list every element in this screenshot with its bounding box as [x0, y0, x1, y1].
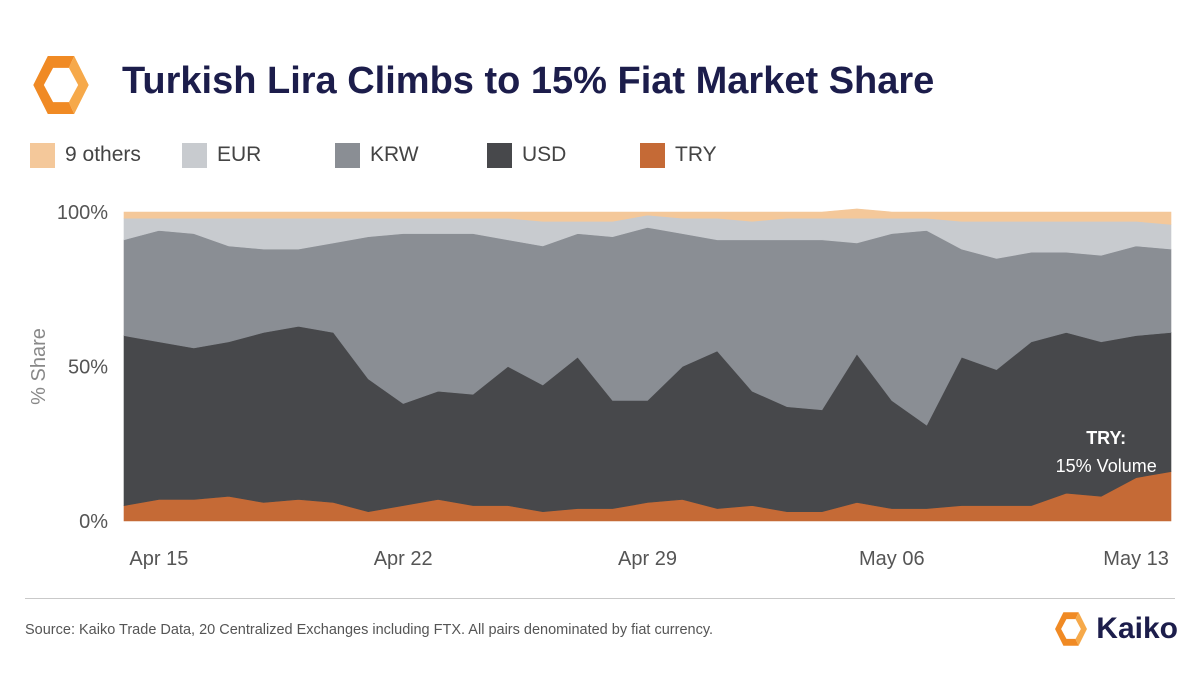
footer-brand: Kaiko — [1052, 610, 1178, 648]
legend-swatch-try — [640, 142, 665, 168]
y-tick-label: 0% — [79, 511, 108, 533]
legend-label-krw: KRW — [370, 143, 419, 166]
annotation-title: TRY: — [1086, 428, 1126, 448]
area-series-9-others — [123, 208, 1172, 225]
x-tick-label: May 13 — [1103, 548, 1169, 570]
chart-title: Turkish Lira Climbs to 15% Fiat Market S… — [122, 60, 935, 102]
chart-legend: 9 others EUR KRW USD TRY — [30, 141, 830, 169]
stacked-area-chart: 0% 50% 100% % Share Apr 15 Apr 22 Apr 29 May 06… — [28, 202, 1172, 570]
y-axis-title: % Share — [28, 328, 50, 405]
legend-swatch-usd — [487, 142, 512, 168]
brand-name: Kaiko — [1096, 612, 1178, 645]
x-tick-label: Apr 29 — [618, 548, 677, 570]
x-tick-label: May 06 — [859, 548, 925, 570]
legend-item-9-others: 9 others — [30, 141, 141, 169]
kaiko-logo-icon — [33, 55, 89, 115]
legend-label-try: TRY — [675, 143, 717, 166]
legend-item-try: TRY — [640, 141, 717, 169]
source-note: Source: Kaiko Trade Data, 20 Centralized… — [25, 622, 714, 638]
legend-item-usd: USD — [487, 141, 566, 169]
footer-divider — [25, 598, 1175, 599]
x-tick-label: Apr 22 — [374, 548, 433, 570]
legend-item-eur: EUR — [182, 141, 261, 169]
y-tick-label: 100% — [57, 202, 108, 224]
legend-item-krw: KRW — [335, 141, 419, 169]
legend-label-eur: EUR — [217, 143, 262, 166]
legend-swatch-9-others — [30, 142, 55, 168]
x-tick-label: Apr 15 — [129, 548, 188, 570]
kaiko-logo-icon — [1055, 612, 1088, 646]
legend-label-9-others: 9 others — [65, 143, 141, 166]
legend-swatch-eur — [182, 142, 207, 168]
legend-swatch-krw — [335, 142, 360, 168]
y-tick-label: 50% — [68, 357, 108, 379]
legend-label-usd: USD — [522, 143, 567, 166]
annotation-text: 15% Volume — [1056, 456, 1157, 476]
